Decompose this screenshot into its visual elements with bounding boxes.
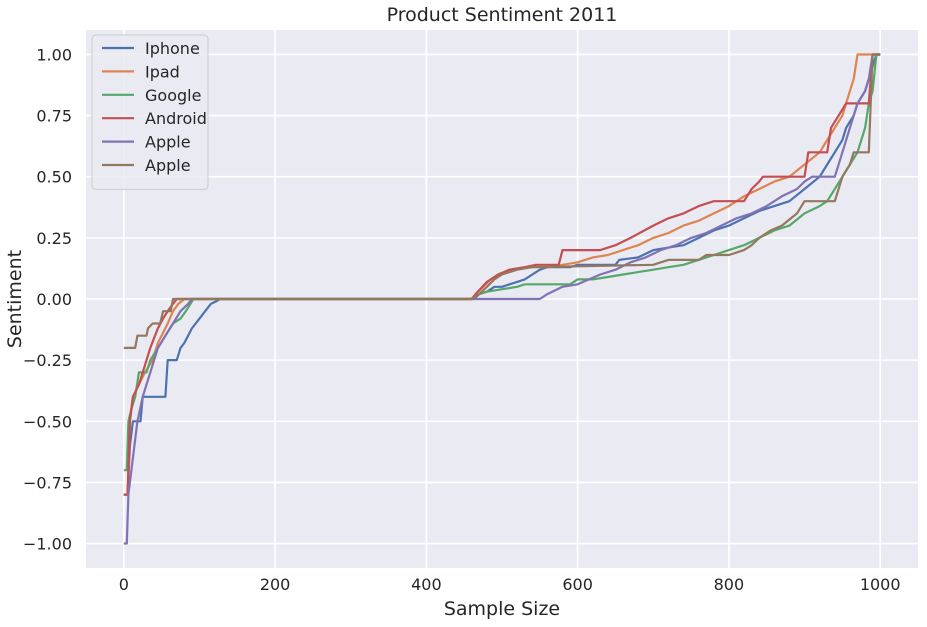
legend: Iphone Ipad Google Android Apple Apple: [91, 34, 209, 190]
y-axis-ticks: −1.00 −0.75 −0.50 −0.25 0.00 0.25 0.50 0.75 1.00: [23, 45, 72, 553]
y-tick-label: −0.25: [23, 351, 72, 370]
legend-label: Google: [145, 86, 201, 105]
y-tick-label: −1.00: [23, 535, 72, 554]
legend-label: Apple: [145, 133, 191, 152]
legend-label: Iphone: [145, 39, 200, 58]
y-tick-label: 0.25: [36, 229, 72, 248]
legend-label: Ipad: [145, 62, 180, 81]
x-tick-label: 400: [411, 575, 442, 594]
y-tick-label: 1.00: [36, 45, 72, 64]
x-tick-label: 1000: [860, 575, 901, 594]
x-tick-label: 0: [119, 575, 129, 594]
series-line-1: [123, 53, 881, 496]
y-tick-label: 0.75: [36, 107, 72, 126]
series-lines: [123, 53, 881, 545]
x-tick-label: 600: [562, 575, 593, 594]
y-axis-label: Sentiment: [4, 250, 26, 348]
y-tick-label: 0.00: [36, 290, 72, 309]
y-tick-label: −0.75: [23, 473, 72, 492]
y-tick-label: 0.50: [36, 168, 72, 187]
legend-label: Apple: [145, 156, 191, 175]
x-tick-label: 200: [260, 575, 291, 594]
x-tick-label: 800: [714, 575, 745, 594]
x-axis-label: Sample Size: [444, 598, 560, 620]
series-line-2: [123, 53, 881, 496]
chart-title: Product Sentiment 2011: [387, 4, 618, 26]
y-tick-label: −0.50: [23, 412, 72, 431]
legend-label: Android: [145, 109, 207, 128]
series-line-6: [123, 53, 881, 349]
x-axis-ticks: 0 200 400 600 800 1000: [119, 575, 901, 594]
legend-frame: [91, 34, 209, 190]
series-line-4: [123, 53, 881, 496]
